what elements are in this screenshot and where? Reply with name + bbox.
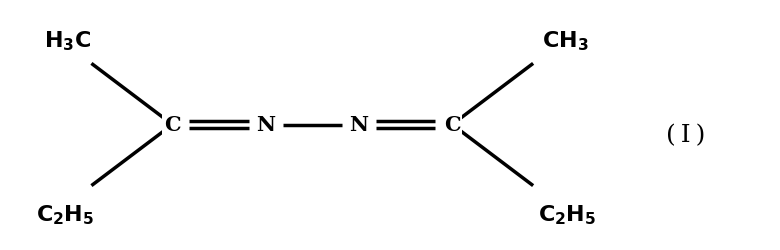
Text: $\mathregular{C_2H_5}$: $\mathregular{C_2H_5}$	[37, 202, 95, 226]
Text: C: C	[444, 115, 460, 135]
Text: $\mathregular{C_2H_5}$: $\mathregular{C_2H_5}$	[537, 202, 596, 226]
Text: N: N	[349, 115, 368, 135]
Text: C: C	[164, 115, 181, 135]
Text: $\mathregular{H_3C}$: $\mathregular{H_3C}$	[44, 29, 91, 53]
Text: $\mathregular{CH_3}$: $\mathregular{CH_3}$	[541, 29, 588, 53]
Text: ( I ): ( I )	[665, 124, 705, 146]
Text: N: N	[256, 115, 275, 135]
